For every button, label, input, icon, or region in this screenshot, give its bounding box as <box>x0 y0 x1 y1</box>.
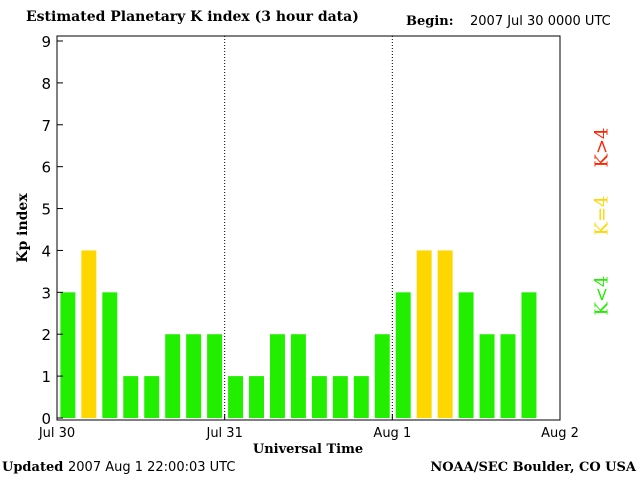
y-tick-label: 2 <box>41 326 51 344</box>
kp-bar <box>144 376 160 418</box>
y-axis-label: Kp index <box>15 193 31 263</box>
kp-bar <box>353 376 369 418</box>
kp-bar-chart: 0 1 2 3 4 5 6 7 8 9 Jul 30 Jul 31 Aug 1 Aug 2 Kp ind… <box>15 33 579 457</box>
kp-bar <box>60 292 76 418</box>
kp-bar <box>479 334 495 418</box>
y-tick-label: 5 <box>41 201 51 219</box>
updated-value: 2007 Aug 1 22:00:03 UTC <box>68 460 236 475</box>
kp-bar <box>102 292 118 418</box>
kp-bar <box>249 376 264 418</box>
kp-bar <box>416 250 432 418</box>
kp-bar <box>290 334 306 418</box>
y-tick-label: 3 <box>41 284 51 302</box>
x-tick-label: Aug 1 <box>373 426 411 441</box>
kp-bar <box>458 292 474 418</box>
x-axis-label: Universal Time <box>253 442 363 457</box>
legend-item: K>4 <box>591 127 613 168</box>
kp-bar <box>311 376 327 418</box>
begin-label: Begin: <box>406 14 454 29</box>
y-tick-label: 9 <box>41 33 51 51</box>
x-tick-label: Aug 2 <box>541 426 579 441</box>
plot-frame <box>56 35 561 421</box>
legend-item: K=4 <box>591 195 613 236</box>
source-credit: NOAA/SEC Boulder, CO USA <box>430 460 636 475</box>
kp-bar <box>269 334 285 418</box>
y-tick-label: 1 <box>41 368 51 386</box>
updated-label: Updated <box>2 460 64 475</box>
x-axis: Jul 30 Jul 31 Aug 1 Aug 2 <box>38 414 579 441</box>
y-tick-label: 6 <box>41 159 51 177</box>
kp-bar <box>165 334 181 418</box>
kp-bar <box>437 250 453 418</box>
y-tick-label: 7 <box>41 117 51 135</box>
y-tick-label: 8 <box>41 75 51 93</box>
y-axis: 0 1 2 3 4 5 6 7 8 9 <box>41 33 63 428</box>
kp-bar <box>207 334 223 418</box>
kp-bar <box>374 334 390 418</box>
y-tick-label: 4 <box>41 242 51 260</box>
kp-bar <box>521 292 537 418</box>
x-tick-label: Jul 31 <box>205 426 242 441</box>
chart-title: Estimated Planetary K index (3 hour data… <box>26 9 359 25</box>
legend-item: K<4 <box>591 275 613 316</box>
kp-bar <box>123 376 139 418</box>
kp-bar <box>81 250 97 418</box>
kp-bar <box>186 334 202 418</box>
bars <box>60 250 537 418</box>
begin-value: 2007 Jul 30 0000 UTC <box>470 14 611 29</box>
kp-bar <box>395 292 411 418</box>
day-dividers <box>224 36 393 420</box>
x-tick-label: Jul 30 <box>38 426 75 441</box>
kp-bar <box>228 376 244 418</box>
y-tick-label: 0 <box>41 410 51 428</box>
kp-bar <box>500 334 516 418</box>
kp-bar <box>332 376 348 418</box>
